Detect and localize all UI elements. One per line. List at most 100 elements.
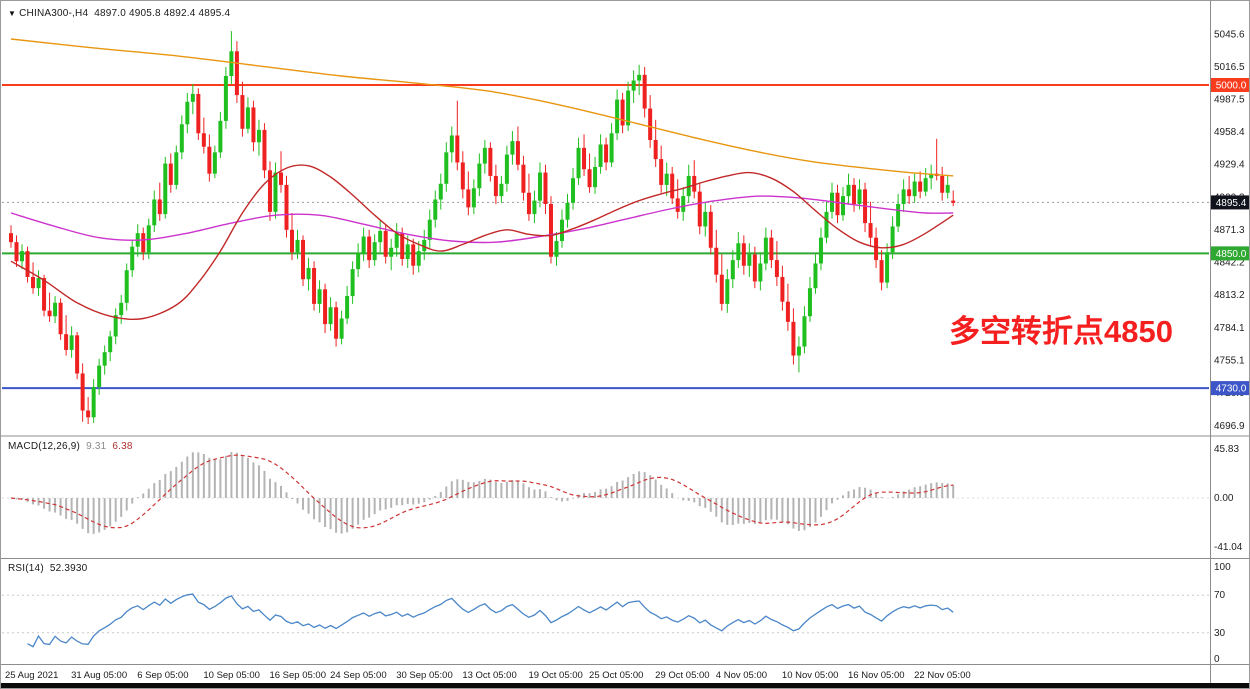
candle-down <box>367 236 372 261</box>
candle-down <box>670 173 675 199</box>
time-axis-label: 16 Sep 05:00 <box>269 670 326 681</box>
candle-up <box>405 244 410 259</box>
candle-up <box>890 226 895 253</box>
time-axis-label: 25 Aug 2021 <box>5 670 58 681</box>
macd-axis-label: 45.83 <box>1214 444 1239 455</box>
candle-up <box>389 247 394 257</box>
rsi-axis-label: 100 <box>1214 562 1231 573</box>
candle-down <box>58 302 63 335</box>
candle-up <box>163 163 168 215</box>
candle-up <box>802 316 807 347</box>
candle-down <box>515 141 520 165</box>
candle-down <box>642 74 647 109</box>
candle-up <box>896 203 901 227</box>
candle-down <box>543 172 548 204</box>
candle-up <box>615 99 620 134</box>
candle-down <box>455 135 460 163</box>
time-axis-label: 6 Sep 05:00 <box>137 670 188 681</box>
candle-down <box>521 164 526 193</box>
candle-up <box>747 254 752 266</box>
candle-down <box>604 144 609 163</box>
candle-down <box>290 229 295 253</box>
rsi-title: RSI(14) 52.3930 <box>8 563 87 574</box>
candle-up <box>174 152 179 185</box>
candle-down <box>9 233 13 243</box>
macd-main-value: 9.31 <box>86 441 107 452</box>
price-flag-label: 4895.4 <box>1216 198 1247 209</box>
candle-up <box>378 230 383 243</box>
time-axis-label: 29 Oct 05:00 <box>655 670 709 681</box>
ma-fast-red <box>10 164 954 321</box>
rsi-panel-area[interactable] <box>2 559 1250 664</box>
rsi-axis-label: 30 <box>1214 628 1226 639</box>
candle-down <box>383 230 388 257</box>
ma-slow-orange <box>10 38 954 177</box>
window-bottom-edge <box>1 683 1249 688</box>
candle-up <box>730 260 735 280</box>
candle-down <box>714 247 719 275</box>
candle-up <box>631 80 636 91</box>
candle-down <box>141 233 146 253</box>
candle-down <box>587 169 592 188</box>
candle-down <box>582 147 587 170</box>
time-axis-label: 19 Oct 05:00 <box>528 670 582 681</box>
candle-up <box>339 318 344 339</box>
candle-down <box>879 260 884 283</box>
candle-up <box>273 172 278 212</box>
candle-up <box>394 233 399 248</box>
candle-up <box>102 352 107 366</box>
candle-up <box>20 251 25 262</box>
candle-up <box>190 93 195 102</box>
price-flag <box>1211 381 1249 396</box>
candle-up <box>912 181 917 197</box>
candle-up <box>113 315 118 337</box>
candle-down <box>168 163 173 185</box>
candle-up <box>328 307 333 325</box>
price-axis-label: 4784.1 <box>1214 323 1245 334</box>
candle-up <box>885 252 890 283</box>
candle-up <box>758 263 763 282</box>
price-axis-label: 5016.5 <box>1214 62 1245 73</box>
candle-up <box>857 189 862 204</box>
price-axis-label: 4929.4 <box>1214 160 1245 171</box>
candle-up <box>185 101 190 125</box>
candle-down <box>312 267 317 304</box>
candle-up <box>681 196 686 212</box>
candle-up <box>449 135 454 153</box>
candle-up <box>97 365 102 387</box>
price-flag <box>1211 77 1249 92</box>
candle-down <box>240 95 245 129</box>
candle-down <box>918 181 923 192</box>
candle-down <box>653 139 658 160</box>
symbol-dropdown-icon[interactable]: ▼ <box>8 9 17 18</box>
price-axis-label: 4958.4 <box>1214 127 1245 138</box>
price-flag-label: 4730.0 <box>1216 384 1247 395</box>
time-axis-label: 25 Oct 05:00 <box>589 670 643 681</box>
candle-down <box>42 278 47 311</box>
candle-down <box>284 184 289 230</box>
candle-up <box>609 133 614 163</box>
symbol-title: CHINA300-,H4 <box>19 8 89 19</box>
candle-down <box>708 211 713 248</box>
candle-down <box>940 175 945 193</box>
candle-down <box>526 192 531 215</box>
macd-axis-label: 0.00 <box>1214 493 1234 504</box>
candle-up <box>901 189 906 204</box>
macd-axis-label: -41.04 <box>1214 542 1243 553</box>
chart-title: ▼ CHINA300-,H4 4897.0 4905.8 4892.4 4895.4 <box>8 8 230 19</box>
candle-up <box>223 76 228 121</box>
candle-down <box>785 301 790 322</box>
candle-up <box>356 253 361 270</box>
candle-up <box>664 173 669 185</box>
candle-down <box>267 170 272 212</box>
candle-up <box>317 289 322 304</box>
candle-up <box>725 279 730 304</box>
candle-up <box>91 386 96 418</box>
candle-up <box>36 278 41 289</box>
candle-up <box>565 202 570 220</box>
candle-down <box>80 373 85 411</box>
candle-down <box>874 237 879 261</box>
candle-down <box>86 410 91 418</box>
candle-up <box>306 267 311 280</box>
